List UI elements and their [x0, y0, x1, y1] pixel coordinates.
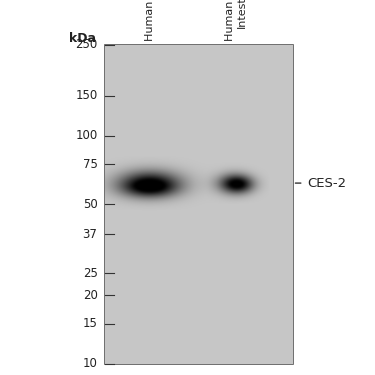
Text: CES-2: CES-2 — [308, 177, 347, 190]
Text: 20: 20 — [82, 289, 98, 302]
Text: 50: 50 — [83, 198, 98, 211]
Text: Human Small
Intestine: Human Small Intestine — [225, 0, 247, 41]
Text: 100: 100 — [75, 129, 98, 142]
Text: 15: 15 — [82, 317, 98, 330]
Text: 37: 37 — [82, 228, 98, 241]
Text: Human Liver: Human Liver — [145, 0, 155, 41]
Text: 10: 10 — [82, 357, 98, 370]
Text: 150: 150 — [75, 89, 98, 102]
Text: 75: 75 — [82, 158, 98, 171]
FancyBboxPatch shape — [105, 45, 292, 364]
Text: 25: 25 — [82, 267, 98, 279]
Text: 250: 250 — [75, 39, 98, 51]
Text: kDa: kDa — [69, 32, 96, 45]
